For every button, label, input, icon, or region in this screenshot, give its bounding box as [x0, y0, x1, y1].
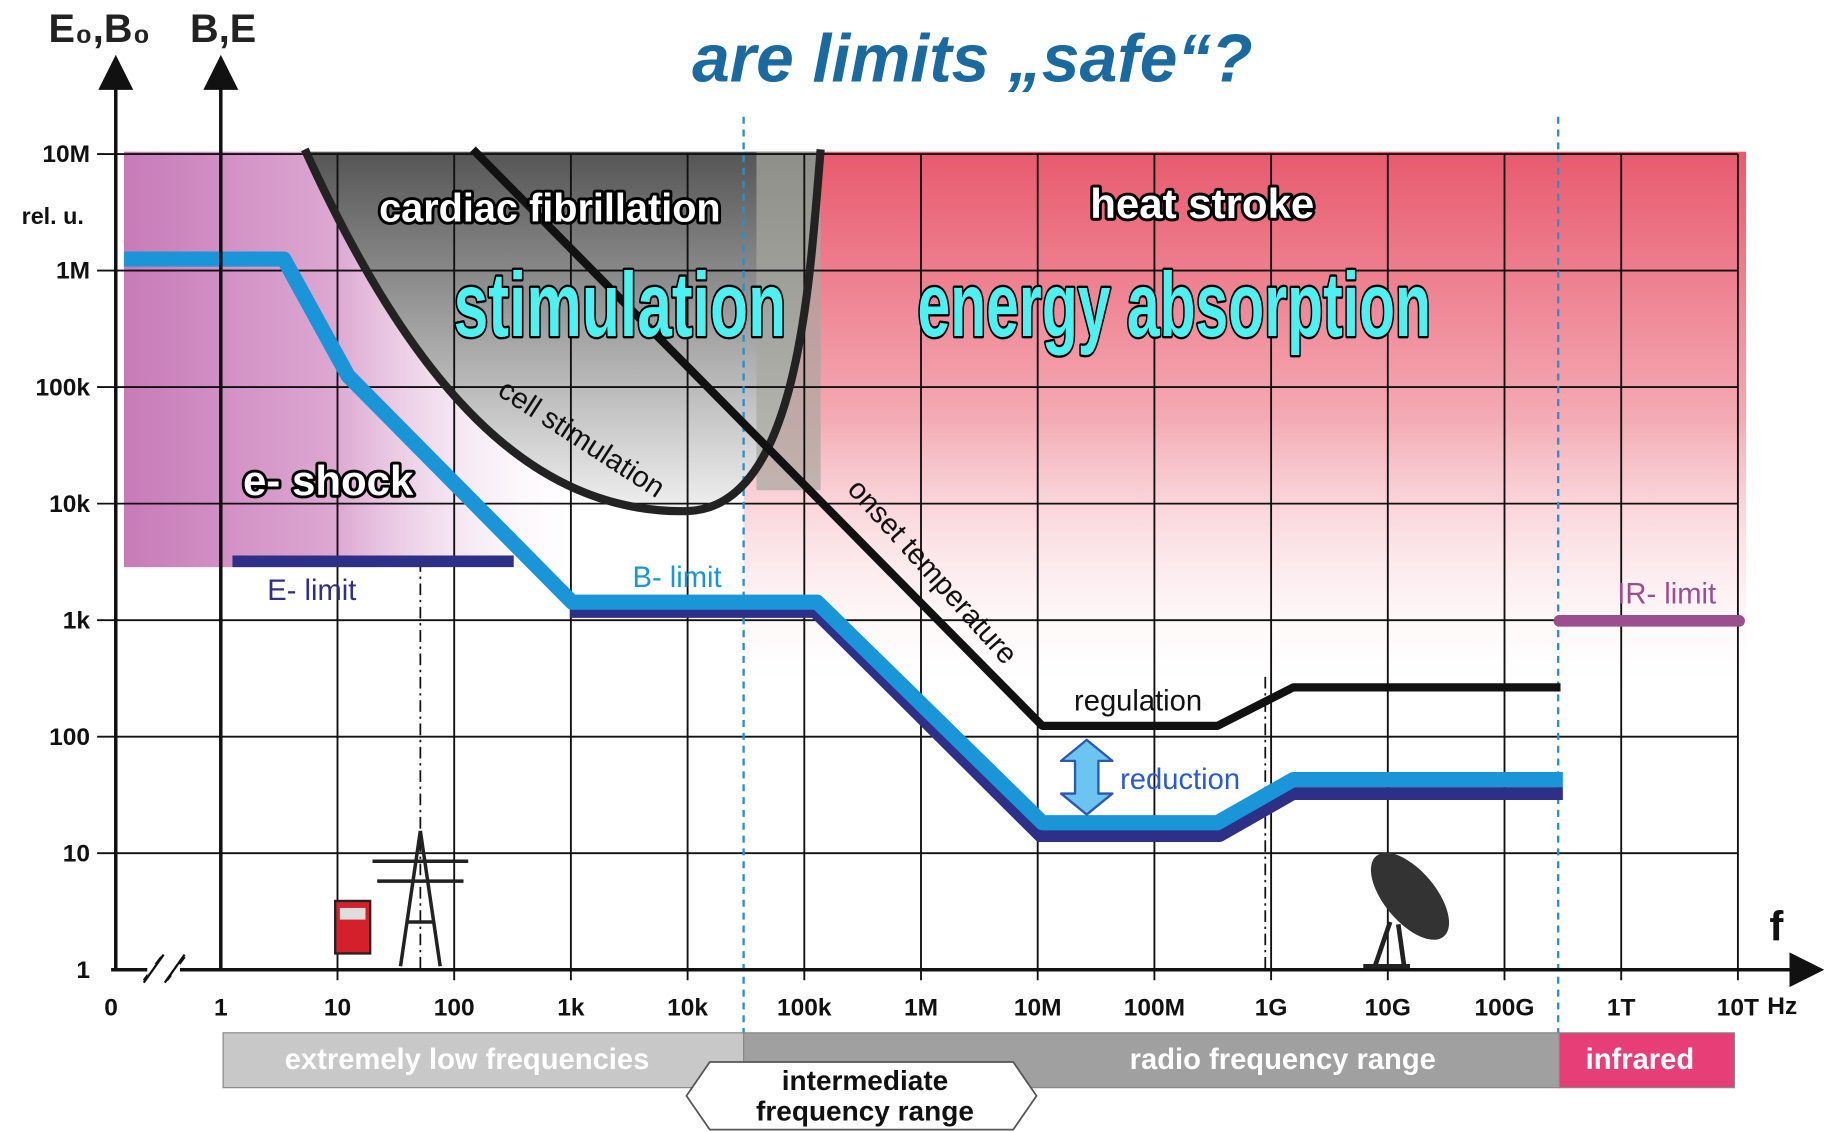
y-tick-label: 10 [63, 840, 90, 867]
x-tick-label: 1 [214, 994, 228, 1021]
region-label: e- shock [243, 457, 414, 504]
x-tick-label: 10 [324, 994, 351, 1021]
y-tick-label: 1 [76, 957, 90, 984]
curve-label: reduction [1120, 764, 1240, 796]
x-tick-label: 10G [1365, 994, 1411, 1021]
curves [123, 146, 1745, 842]
y-axis-label: E₀,B₀ [48, 7, 150, 51]
curve-label: IR- limit [1617, 578, 1716, 610]
e-limit-curve [569, 605, 1563, 842]
onset-curve [469, 146, 1561, 730]
labels: are limits „safe“? E₀,B₀ B,E rel. u. f H… [22, 7, 1798, 1020]
x-tick-label: 1T [1607, 994, 1636, 1021]
marker-lines [419, 116, 1560, 1051]
x-tick-label: 100G [1475, 994, 1535, 1021]
y-tick-label: 10M [42, 141, 90, 168]
region-label: energy absorption [917, 255, 1430, 356]
x-tick-label: 1G [1255, 994, 1288, 1021]
y-tick-label: 10k [49, 491, 90, 518]
reduction-arrow [1059, 738, 1114, 816]
band-label: intermediate [782, 1065, 948, 1096]
y-tick-label: 1M [56, 258, 90, 285]
curve-label: B- limit [633, 562, 722, 594]
x-tick-label: 1M [904, 994, 938, 1021]
x-tick-label: 100 [434, 994, 475, 1021]
frequency-bands: extremely low frequencies radio frequenc… [222, 1032, 1735, 1131]
b-limit-curve [123, 251, 1563, 831]
x-unit: Hz [1767, 993, 1797, 1020]
curve-label: E- limit [267, 575, 356, 607]
region-label: heat stroke [1090, 180, 1314, 227]
x-tick-label: 100k [777, 994, 832, 1021]
x-tick-label: 1k [557, 994, 585, 1021]
title: are limits „safe“? [692, 22, 1252, 97]
y-tick-label: 1k [63, 607, 91, 634]
heat-region [743, 151, 1747, 684]
x-tick-label: 10k [667, 994, 708, 1021]
grid [97, 153, 1739, 981]
y-tick-label: 100 [49, 724, 90, 751]
y-unit: rel. u. [22, 203, 84, 229]
band-label: radio frequency range [1130, 1044, 1436, 1076]
stimulation-shade [756, 151, 821, 491]
x-axis-label: f [1769, 903, 1784, 950]
band-label: infrared [1586, 1044, 1695, 1076]
stimulation-region [304, 151, 821, 512]
curve-label: regulation [1074, 686, 1202, 718]
y-tick-label: 100k [36, 374, 91, 401]
x-tick-label: 0 [104, 994, 118, 1021]
cell-curve [301, 147, 825, 516]
band-label: extremely low frequencies [285, 1044, 650, 1076]
icons [333, 830, 1450, 969]
background [123, 151, 1747, 684]
region-label: stimulation [454, 255, 787, 356]
region-label: cardiac fibrillation [379, 187, 721, 231]
band-label: frequency range [756, 1095, 974, 1126]
x-tick-label: 10T [1717, 994, 1759, 1021]
axes [98, 54, 1825, 988]
y-axis-label: B,E [190, 7, 256, 51]
x-tick-label: 100M [1124, 994, 1185, 1021]
x-tick-label: 10M [1014, 994, 1062, 1021]
